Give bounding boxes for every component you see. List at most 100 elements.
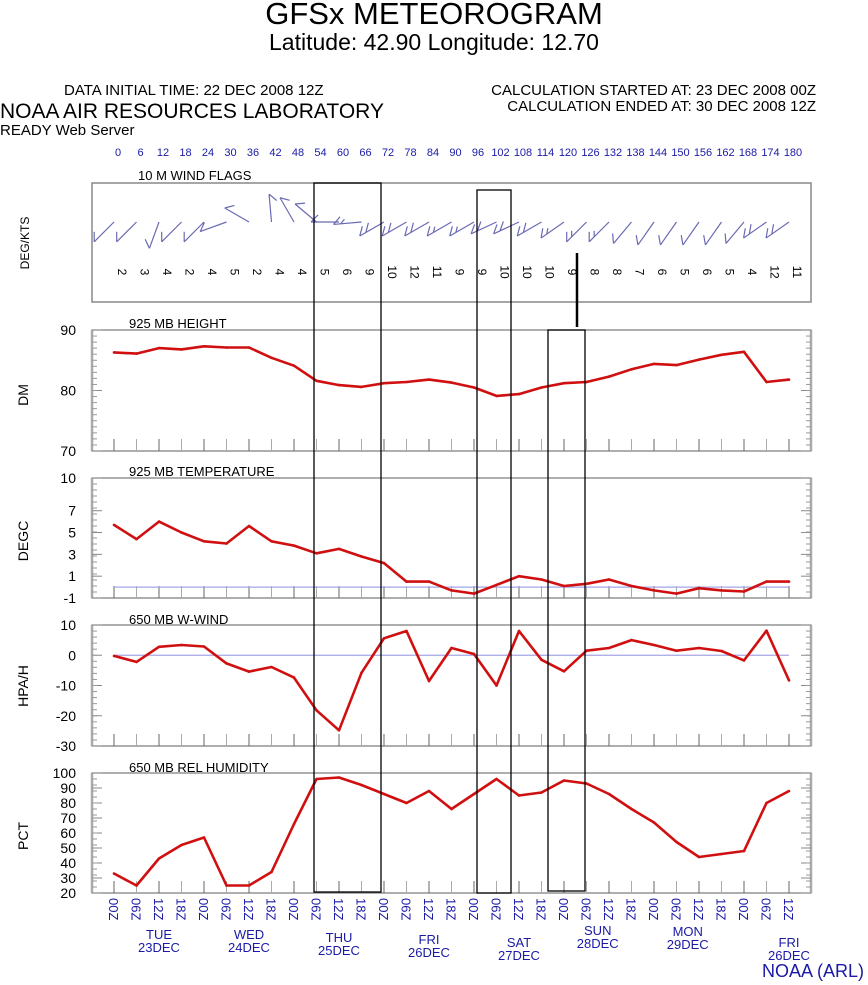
hour-label: 126 — [581, 147, 599, 159]
wind-flag-staff — [381, 221, 407, 237]
hour-label: 12 — [157, 147, 169, 159]
time-label: 06Z — [669, 898, 684, 920]
wind-flag-barb — [493, 224, 498, 235]
wind-speed-label: 10 — [385, 265, 399, 279]
time-label: 00Z — [286, 898, 301, 920]
data-point — [540, 791, 543, 794]
data-point — [697, 855, 701, 859]
wind-flag-staff — [493, 221, 520, 235]
wind-speed-label: 6 — [700, 269, 714, 276]
wind-flag — [612, 221, 632, 244]
y-tick-label: 80 — [60, 383, 76, 399]
data-point — [112, 654, 116, 658]
wind-flag-staff — [116, 221, 137, 243]
data-point — [607, 646, 611, 650]
data-point — [495, 684, 498, 687]
data-point — [247, 884, 251, 887]
data-point — [787, 679, 791, 682]
wind-flag — [449, 221, 475, 237]
data-point — [337, 383, 341, 387]
wind-flag-staff — [199, 221, 227, 233]
data-point — [450, 807, 453, 811]
data-point — [360, 671, 363, 675]
wind-flag — [516, 221, 542, 237]
axis-label: DEG/KTS — [18, 217, 32, 270]
hour-label: 132 — [604, 147, 622, 159]
y-tick-label: 0 — [68, 647, 76, 663]
data-point — [292, 364, 296, 368]
wind-flag-barb — [365, 222, 369, 233]
data-point — [562, 381, 566, 385]
data-point — [630, 584, 633, 588]
data-point — [652, 589, 656, 592]
wind-flag-staff — [449, 221, 475, 237]
time-label: 18Z — [534, 898, 549, 920]
data-point — [382, 561, 386, 565]
axis-label: DM — [15, 384, 31, 406]
wind-flag-barb — [765, 228, 769, 239]
data-point — [180, 531, 183, 534]
wind-speed-label: 6 — [340, 269, 354, 276]
wind-flag-barb — [455, 226, 458, 233]
data-point — [450, 646, 453, 650]
time-label: 06Z — [219, 898, 234, 920]
wind-flag — [144, 221, 160, 249]
time-label: 18Z — [444, 898, 459, 920]
hour-label: 30 — [224, 147, 236, 159]
time-label: 12Z — [691, 898, 706, 920]
data-point — [495, 583, 498, 587]
highlight-box — [547, 329, 586, 892]
wind-flag-barb — [387, 222, 392, 233]
wind-flag-barb — [199, 222, 205, 232]
data-point — [202, 345, 206, 348]
data-point — [630, 638, 633, 642]
wind-speed-label: 12 — [408, 265, 422, 279]
series-line — [113, 776, 790, 887]
data-point — [540, 578, 543, 581]
data-point — [315, 709, 318, 712]
footer-credit: NOAA (ARL) — [761, 961, 864, 981]
date-label: 25DEC — [318, 943, 360, 958]
wind-flag — [658, 221, 677, 246]
data-point — [472, 792, 476, 796]
wind-flag-barb — [426, 226, 431, 237]
hour-label: 54 — [314, 147, 326, 159]
time-label: 18Z — [174, 898, 189, 920]
data-point — [360, 385, 363, 389]
calc-started: CALCULATION STARTED AT: 23 DEC 2008 00Z — [491, 82, 816, 99]
wind-flag-staff — [470, 221, 497, 235]
data-point — [112, 351, 116, 354]
hour-label: 162 — [716, 147, 734, 159]
axis-label: PCT — [15, 822, 31, 850]
date-label: 23DEC — [138, 940, 180, 955]
wind-flag-staff — [725, 221, 745, 244]
wind-flag — [724, 221, 745, 244]
data-point — [720, 589, 723, 592]
wind-speed-label: 11 — [790, 266, 804, 279]
wind-flag-barb — [279, 197, 290, 201]
data-point — [405, 580, 408, 583]
wind-speed-label: 5 — [723, 269, 737, 276]
wind-flag-barb — [546, 228, 549, 235]
data-point — [652, 362, 656, 366]
data-initial-time: DATA INITIAL TIME: 22 DEC 2008 12Z — [64, 82, 324, 99]
data-point — [472, 592, 476, 595]
data-point — [540, 386, 543, 389]
axis-label: HPA/H — [15, 665, 31, 707]
day-label: SAT — [507, 935, 531, 950]
data-point — [427, 789, 431, 793]
wind-flag — [199, 221, 227, 233]
wind-speed-label: 4 — [205, 269, 219, 276]
wind-flag — [426, 221, 452, 237]
wind-flag-staff — [183, 221, 205, 243]
data-point — [180, 643, 183, 647]
data-point — [765, 380, 768, 384]
time-label: 06Z — [309, 898, 324, 920]
hour-label: 72 — [382, 147, 394, 159]
y-tick-label: 10 — [60, 470, 76, 486]
data-point — [675, 363, 678, 367]
time-label: 12Z — [331, 898, 346, 920]
wind-flag — [183, 221, 205, 243]
hour-label: 18 — [179, 147, 191, 159]
wind-flag — [93, 221, 115, 243]
